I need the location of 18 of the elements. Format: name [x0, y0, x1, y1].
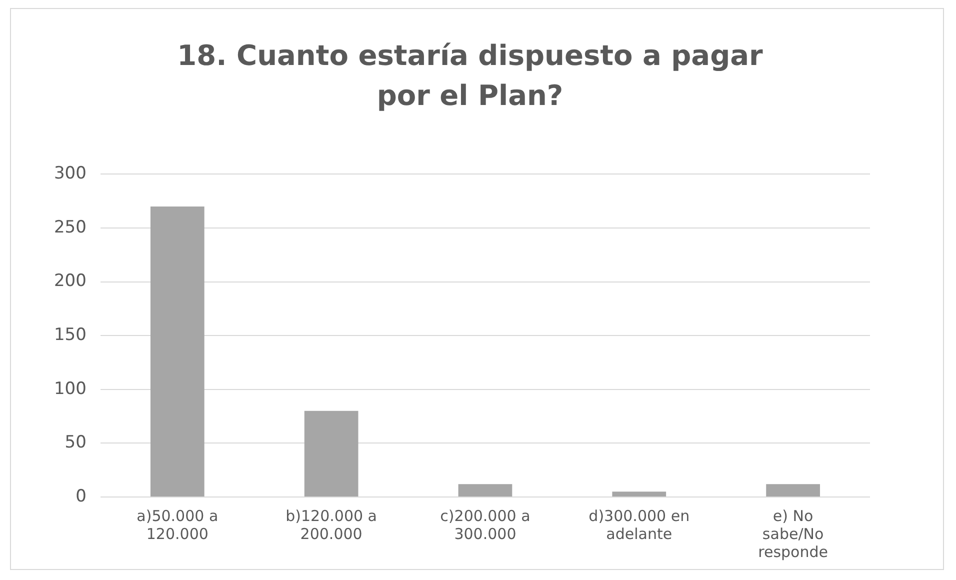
chart-title: 18. Cuanto estaría dispuesto a pagar por el Plan?	[176, 38, 764, 114]
x-tick-label: d)300.000 en adelante	[588, 506, 690, 543]
y-tick-label: 250	[54, 217, 86, 238]
y-tick-label: 300	[54, 164, 86, 184]
y-tick-label: 200	[54, 271, 86, 292]
bar	[458, 484, 512, 496]
x-tick-label: c)200.000 a 300.000	[440, 506, 530, 543]
y-tick-label: 50	[64, 432, 86, 453]
y-tick-label: 0	[76, 486, 86, 506]
x-tick-label: b)120.000 a 200.000	[286, 506, 377, 543]
bar	[766, 484, 820, 496]
bar	[304, 410, 358, 496]
y-tick-label: 150	[54, 325, 86, 346]
bar	[150, 206, 204, 496]
bar	[612, 492, 666, 496]
x-tick-label: a)50.000 a 120.000	[136, 506, 218, 543]
x-tick-label: e) No sabe/No responde	[758, 506, 828, 561]
y-tick-label: 100	[54, 378, 86, 399]
